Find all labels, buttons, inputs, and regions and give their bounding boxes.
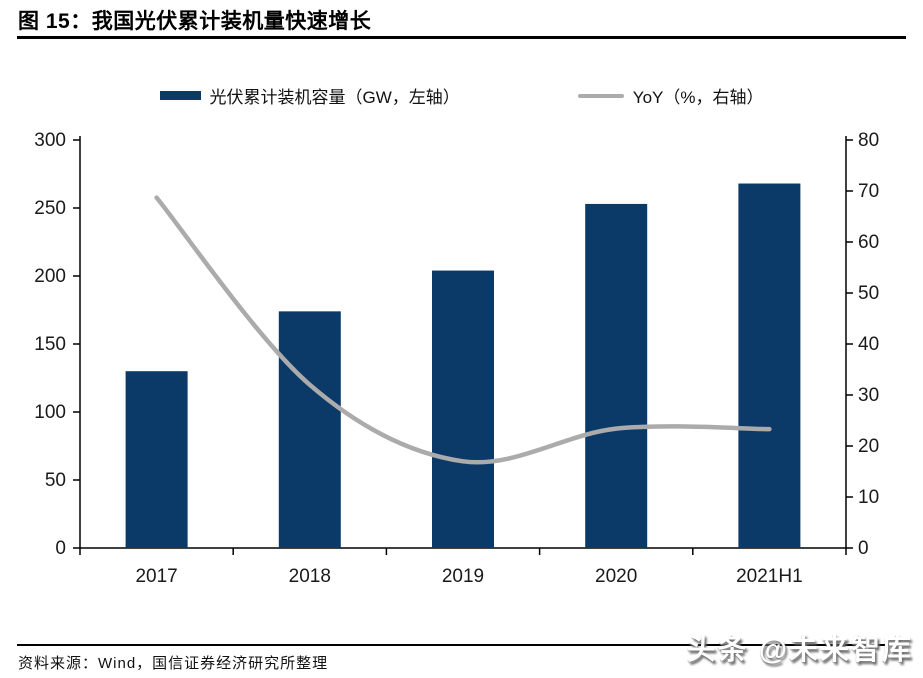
legend-item-bars: 光伏累计装机容量（GW，左轴）	[159, 83, 460, 108]
line-legend-swatch-icon	[577, 93, 624, 98]
svg-text:2017: 2017	[135, 566, 177, 587]
combo-chart: 0 50 100 150 200 250 300 0 10 20 30 40 50 60 70 80 2017 2…	[34, 130, 879, 587]
svg-text:2020: 2020	[595, 566, 637, 587]
bar-2021H1	[738, 183, 801, 548]
svg-text:250: 250	[34, 198, 66, 219]
bar-legend-swatch-icon	[159, 91, 201, 100]
svg-text:200: 200	[34, 266, 66, 287]
svg-text:2021H1: 2021H1	[736, 566, 803, 587]
svg-text:0: 0	[55, 538, 66, 559]
svg-text:300: 300	[34, 130, 66, 151]
svg-text:80: 80	[858, 130, 879, 151]
svg-text:150: 150	[34, 334, 66, 355]
svg-text:60: 60	[858, 232, 879, 253]
figure-title: 图 15：我国光伏累计装机量快速增长	[18, 10, 372, 33]
svg-text:50: 50	[45, 470, 66, 491]
bar-2017	[125, 371, 188, 548]
bar-2018	[278, 311, 341, 548]
source-note: 资料来源：Wind，国信证券经济研究所整理	[18, 655, 329, 672]
chart-legend: 光伏累计装机容量（GW，左轴） YoY（%，右轴）	[0, 83, 923, 108]
svg-text:100: 100	[34, 402, 66, 423]
svg-text:20: 20	[858, 436, 879, 457]
legend-label-line: YoY（%，右轴）	[632, 88, 764, 107]
bar-2020	[585, 203, 648, 549]
svg-text:2019: 2019	[442, 566, 484, 587]
bar-2019	[432, 270, 494, 548]
title-divider	[17, 36, 906, 39]
svg-text:40: 40	[858, 334, 879, 355]
yoy-line	[154, 195, 772, 465]
svg-text:2018: 2018	[289, 566, 331, 587]
watermark: 头条 @未来智库	[686, 634, 913, 666]
svg-text:0: 0	[858, 538, 869, 559]
svg-text:10: 10	[858, 487, 879, 508]
svg-text:30: 30	[858, 385, 879, 406]
footer-divider	[17, 644, 907, 646]
legend-label-bars: 光伏累计装机容量（GW，左轴）	[209, 88, 460, 107]
legend-item-line: YoY（%，右轴）	[577, 83, 764, 108]
svg-text:70: 70	[858, 181, 879, 202]
svg-text:50: 50	[858, 283, 879, 304]
